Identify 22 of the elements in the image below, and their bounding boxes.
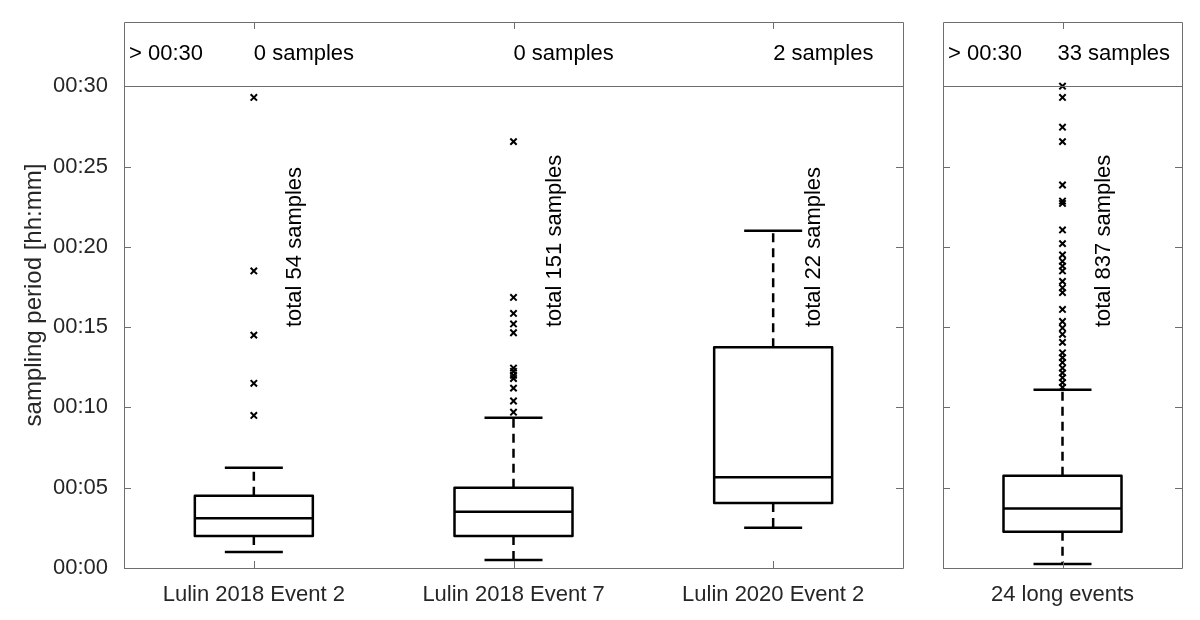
y-tick-label: 00:10 bbox=[52, 393, 108, 419]
y-tick-label: 00:30 bbox=[52, 72, 108, 98]
annotation: total 151 samples bbox=[540, 154, 566, 328]
y-tick-label: 00:15 bbox=[52, 313, 108, 339]
x-tick-label: Lulin 2018 Event 7 bbox=[422, 581, 605, 607]
y-tick-label: 00:25 bbox=[52, 152, 108, 178]
annotation: 0 samples bbox=[253, 40, 355, 66]
ref-line-label: > 00:30 bbox=[129, 40, 204, 66]
annotation: 33 samples bbox=[1057, 40, 1171, 66]
x-tick-label: 24 long events bbox=[990, 581, 1135, 607]
y-axis-title: sampling period [hh:mm] bbox=[19, 163, 47, 427]
y-tick-label: 00:05 bbox=[52, 473, 108, 499]
y-tick-label: 00:20 bbox=[52, 232, 108, 258]
y-tick-label: 00:00 bbox=[52, 554, 108, 580]
x-tick-label: Lulin 2018 Event 2 bbox=[162, 581, 345, 607]
annotation: total 54 samples bbox=[280, 166, 306, 328]
annotation: total 22 samples bbox=[800, 166, 826, 328]
annotation: 0 samples bbox=[513, 40, 614, 66]
x-tick-label: Lulin 2020 Event 2 bbox=[682, 581, 865, 607]
annotation: 2 samples bbox=[773, 40, 874, 66]
annotation: total 837 samples bbox=[1089, 154, 1115, 328]
ref-line-label: > 00:30 bbox=[948, 40, 1023, 66]
